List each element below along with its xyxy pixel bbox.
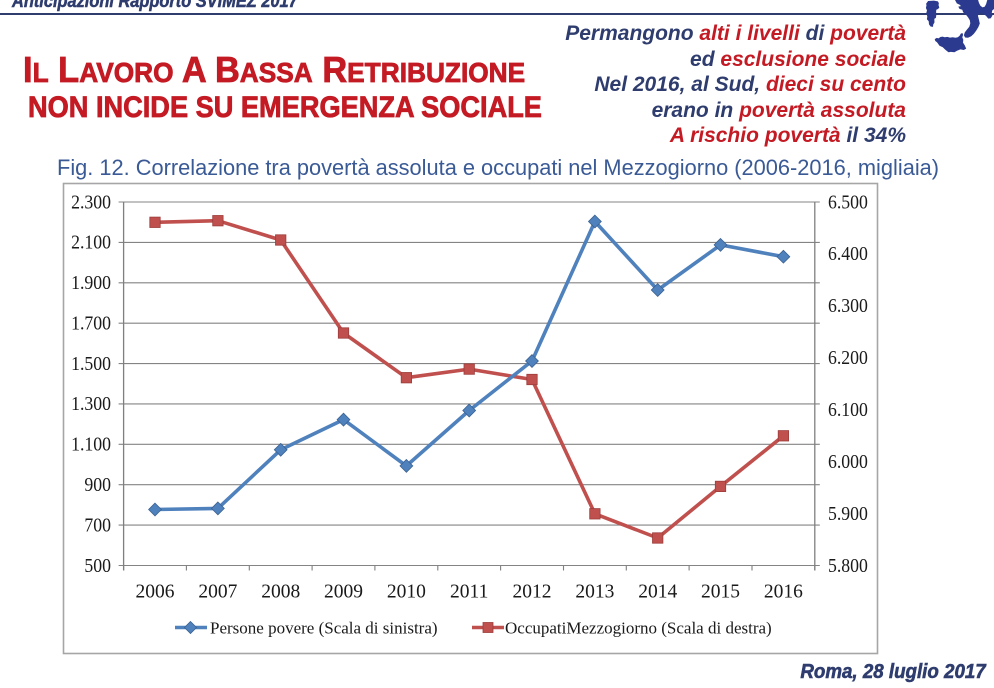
svg-text:2014: 2014 bbox=[638, 582, 677, 603]
svg-text:1.500: 1.500 bbox=[71, 353, 111, 375]
svg-text:2011: 2011 bbox=[450, 582, 488, 603]
svg-text:6.400: 6.400 bbox=[828, 243, 868, 265]
svg-text:2007: 2007 bbox=[198, 582, 237, 603]
svg-text:2015: 2015 bbox=[701, 582, 740, 603]
svg-text:2009: 2009 bbox=[324, 582, 363, 603]
svg-text:1.100: 1.100 bbox=[71, 434, 111, 456]
svg-text:1.700: 1.700 bbox=[71, 313, 111, 335]
svg-text:700: 700 bbox=[84, 515, 111, 537]
svg-text:2.300: 2.300 bbox=[71, 192, 111, 214]
svg-text:2.100: 2.100 bbox=[71, 232, 111, 254]
svg-text:2016: 2016 bbox=[764, 582, 803, 603]
svg-text:2006: 2006 bbox=[136, 582, 175, 603]
svg-text:2010: 2010 bbox=[387, 582, 426, 603]
svg-text:2008: 2008 bbox=[261, 582, 300, 603]
svg-text:OccupatiMezzogiorno (Scala di: OccupatiMezzogiorno (Scala di destra) bbox=[505, 619, 772, 638]
svg-text:6.500: 6.500 bbox=[828, 192, 868, 214]
svg-text:1.300: 1.300 bbox=[71, 393, 111, 415]
svg-text:6.100: 6.100 bbox=[828, 399, 868, 421]
svg-text:6.000: 6.000 bbox=[828, 451, 868, 473]
svg-text:Persone povere (Scala di sinis: Persone povere (Scala di sinistra) bbox=[210, 619, 438, 638]
svg-text:1.900: 1.900 bbox=[71, 272, 111, 294]
svg-text:2012: 2012 bbox=[513, 582, 552, 603]
svg-text:900: 900 bbox=[84, 474, 111, 496]
svg-text:6.300: 6.300 bbox=[828, 295, 868, 317]
svg-text:5.900: 5.900 bbox=[828, 503, 868, 525]
svg-text:6.200: 6.200 bbox=[828, 347, 868, 369]
svg-text:500: 500 bbox=[84, 555, 111, 577]
svg-text:5.800: 5.800 bbox=[828, 555, 868, 577]
svg-text:2013: 2013 bbox=[575, 582, 614, 603]
